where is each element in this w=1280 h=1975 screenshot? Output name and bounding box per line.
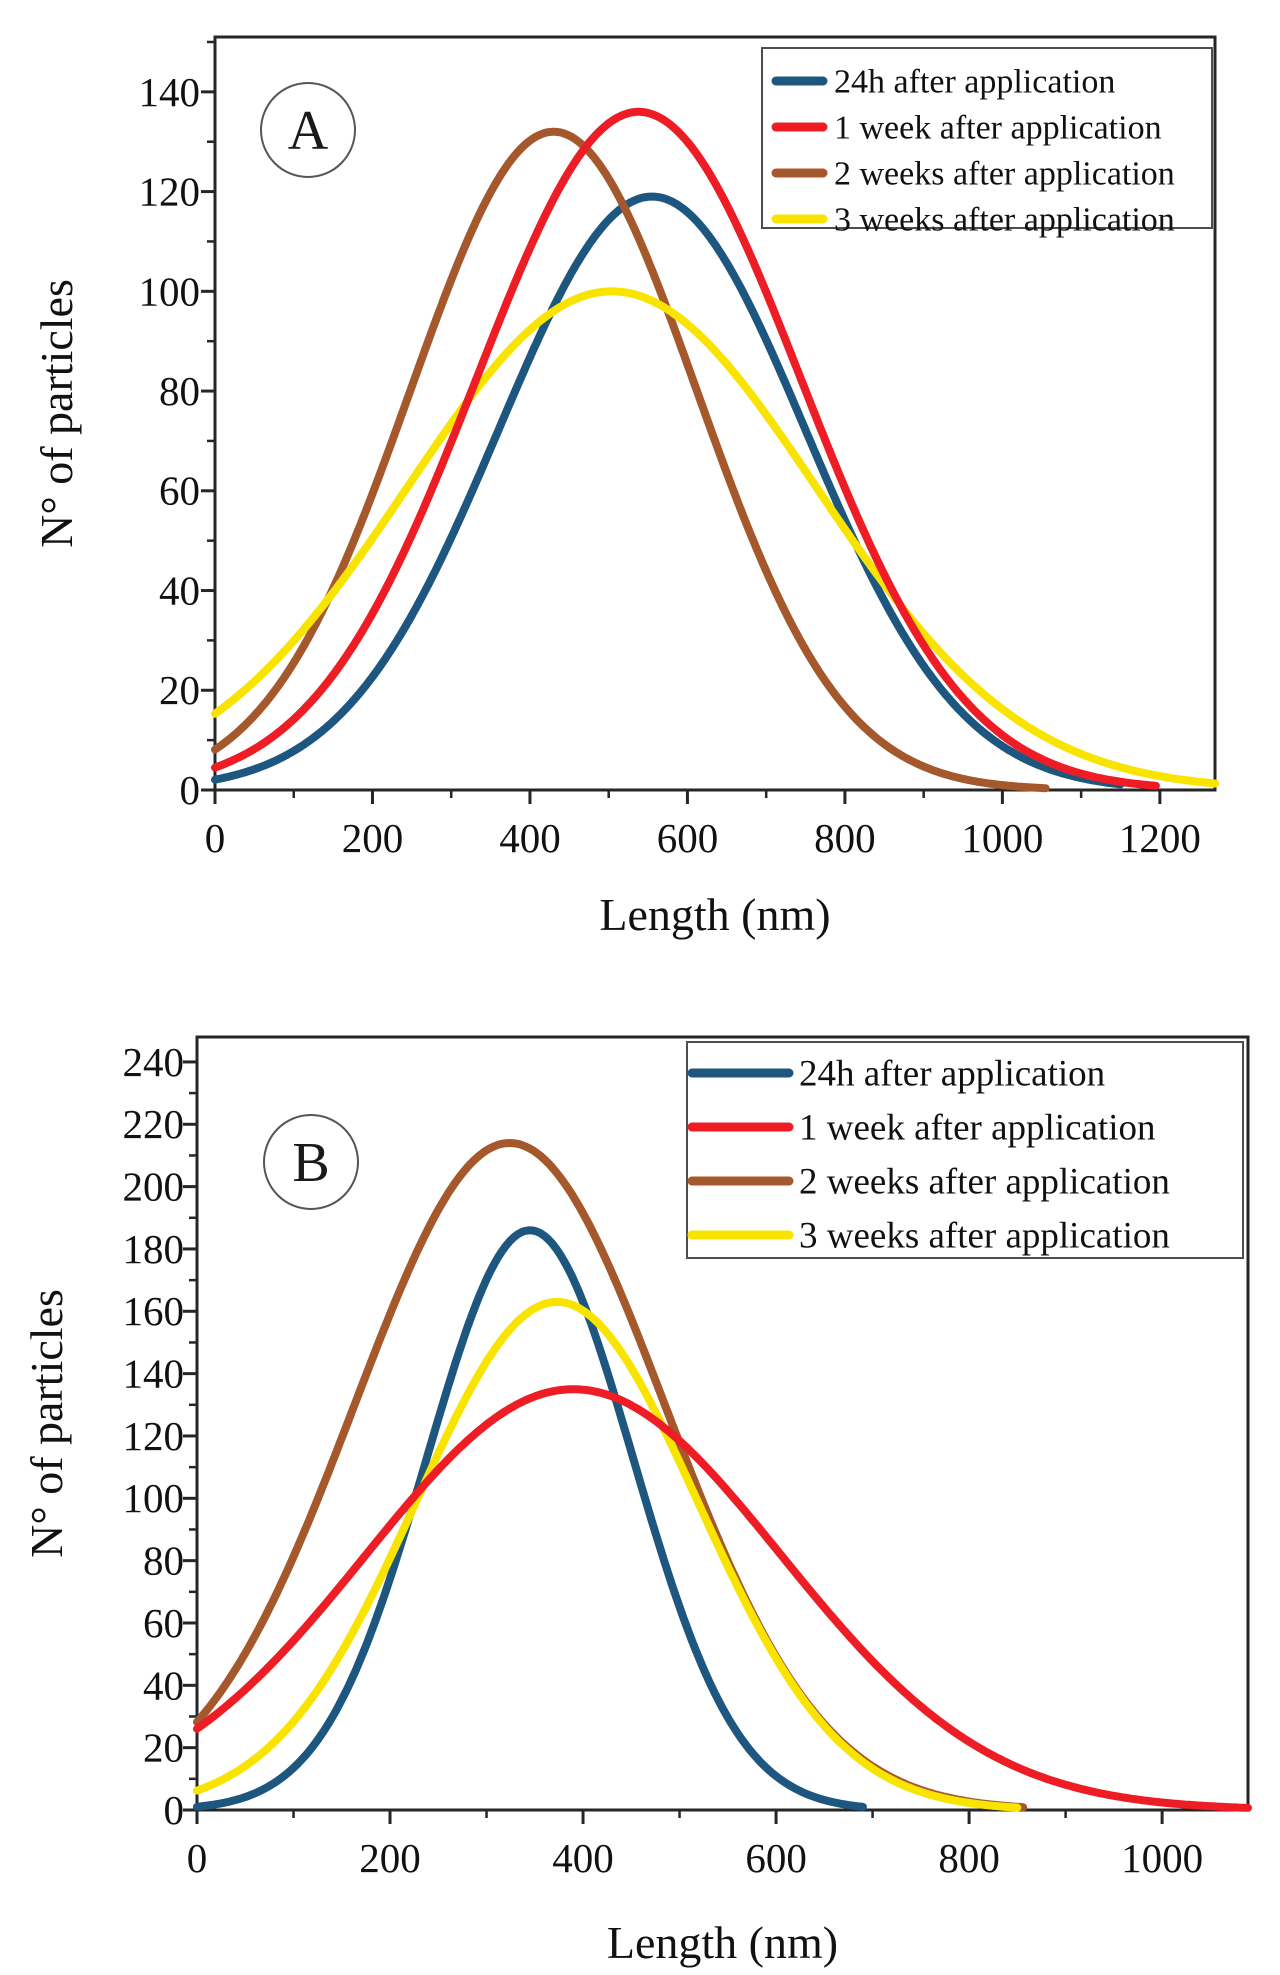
- legend-label: 1 week after application: [834, 110, 1162, 147]
- x-tick-label: 200: [359, 1835, 421, 1881]
- y-tick-label: 200: [123, 1164, 185, 1210]
- series-curve-brown: [211, 127, 1050, 793]
- series-curve-red: [211, 107, 1160, 790]
- y-tick-label: 20: [143, 1725, 184, 1771]
- panel-label: A: [288, 100, 329, 162]
- x-axis-title: Length (nm): [607, 1917, 838, 1968]
- plot-frame: [213, 35, 1217, 792]
- x-tick-label: 400: [499, 815, 561, 861]
- y-tick-label: 180: [123, 1226, 185, 1272]
- x-tick-label: 0: [187, 1835, 208, 1881]
- y-tick-label: 100: [139, 268, 201, 314]
- y-tick-label: 40: [143, 1662, 184, 1708]
- legend-label: 3 weeks after application: [834, 202, 1175, 239]
- legend-label: 24h after application: [799, 1054, 1105, 1095]
- y-axis-title: N° of particles: [21, 1289, 72, 1558]
- panel-label-circle: [260, 82, 356, 178]
- y-tick-label: 140: [123, 1351, 185, 1397]
- panel-label: B: [292, 1132, 329, 1194]
- y-tick-label: 160: [123, 1288, 185, 1334]
- series-curve-yellow: [193, 1298, 1022, 1812]
- y-tick-label: 80: [159, 368, 200, 414]
- y-tick-label: 220: [123, 1101, 185, 1147]
- series-curve-blue: [211, 192, 1125, 789]
- x-tick-label: 0: [205, 815, 226, 861]
- y-tick-label: 40: [159, 567, 200, 613]
- x-tick-label: 1000: [1121, 1835, 1203, 1881]
- y-tick-label: 120: [123, 1413, 185, 1459]
- y-tick-label: 60: [159, 468, 200, 514]
- legend-label: 2 weeks after application: [834, 156, 1175, 193]
- y-tick-label: 0: [164, 1787, 185, 1833]
- legend-box: [686, 1041, 1244, 1259]
- x-tick-label: 200: [342, 815, 404, 861]
- y-axis-title: N° of particles: [31, 279, 82, 548]
- x-axis-title: Length (nm): [599, 889, 830, 940]
- y-tick-label: 60: [143, 1600, 184, 1646]
- x-tick-label: 800: [814, 815, 876, 861]
- legend-label: 3 weeks after application: [799, 1216, 1170, 1257]
- y-tick-label: 0: [180, 767, 201, 813]
- series-curve-yellow: [211, 287, 1219, 788]
- x-tick-label: 400: [552, 1835, 614, 1881]
- x-tick-label: 1200: [1119, 815, 1201, 861]
- y-tick-label: 100: [123, 1475, 185, 1521]
- x-tick-label: 600: [657, 815, 719, 861]
- y-tick-label: 240: [123, 1039, 185, 1085]
- legend-label: 24h after application: [834, 64, 1115, 101]
- y-tick-label: 20: [159, 667, 200, 713]
- x-tick-label: 1000: [961, 815, 1043, 861]
- plot-frame: [195, 1035, 1250, 1812]
- series-curve-red: [193, 1385, 1252, 1812]
- chart-panel-A: 0 20 40 60 80 100 120 140 0 200 400 600 800 1000 1200 L…: [31, 35, 1219, 940]
- legend-box: [761, 47, 1213, 229]
- series-curve-blue: [193, 1226, 867, 1811]
- y-tick-label: 140: [139, 69, 201, 115]
- y-tick-label: 80: [143, 1538, 184, 1584]
- legend-label: 1 week after application: [799, 1108, 1155, 1149]
- legend-label: 2 weeks after application: [799, 1162, 1170, 1203]
- y-tick-label: 120: [139, 169, 201, 215]
- x-tick-label: 800: [938, 1835, 1000, 1881]
- x-tick-label: 600: [745, 1835, 807, 1881]
- chart-panel-B: 0 20 40 60 80 100 120 140 160 180 200 220 240 0 200 400…: [21, 1035, 1252, 1968]
- panel-label-circle: [263, 1114, 359, 1210]
